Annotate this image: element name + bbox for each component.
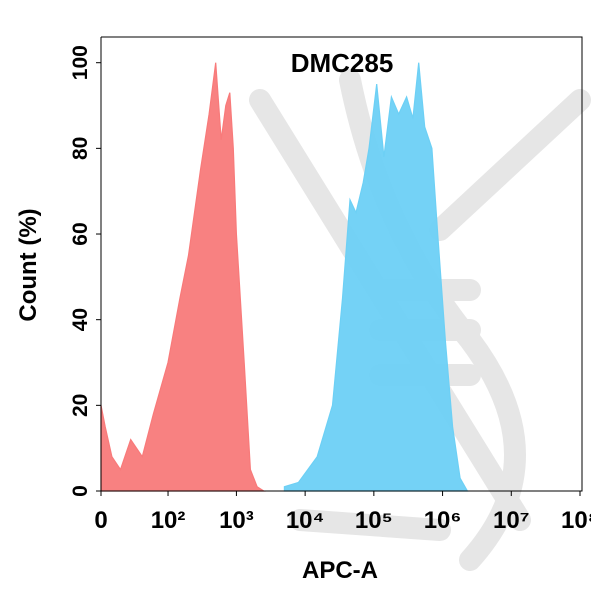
x-tick-label: 10⁴ (286, 507, 325, 534)
histogram-area (283, 62, 469, 492)
x-tick-label: 0 (94, 507, 107, 534)
y-tick-label: 60 (69, 222, 92, 245)
x-axis-label: APC-A (302, 557, 378, 584)
x-tick-label: 10⁸ (561, 507, 591, 534)
chart-title: DMC285 (291, 48, 394, 78)
y-tick-label: 100 (69, 45, 92, 80)
x-tick-label: 10⁷ (493, 507, 530, 534)
histogram-area (100, 62, 266, 492)
x-tick-label: 10² (151, 507, 186, 534)
y-tick-label: 40 (69, 308, 92, 331)
x-tick-label: 10⁶ (424, 507, 462, 534)
x-tick-label: 10³ (219, 507, 254, 534)
y-tick-label: 20 (69, 394, 92, 417)
y-tick-label: 0 (69, 485, 92, 497)
y-tick-label: 80 (69, 137, 92, 160)
axis-frame (100, 36, 583, 492)
y-axis-label: Count (%) (15, 208, 42, 321)
x-tick-label: 10⁵ (355, 507, 393, 534)
